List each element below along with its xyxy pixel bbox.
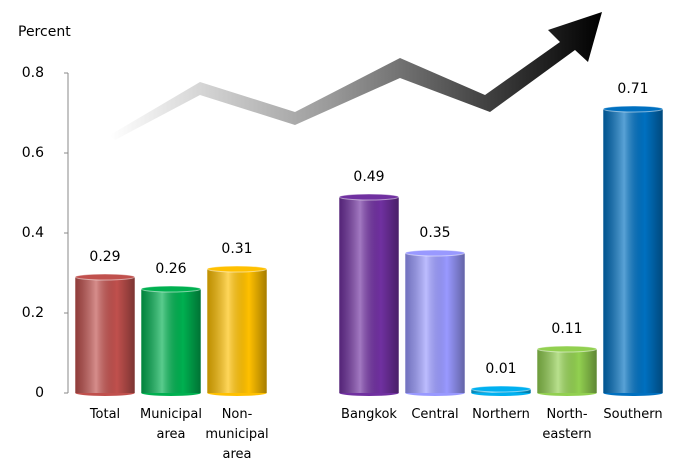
y-tick-label: 0.4: [22, 225, 44, 241]
value-label: 0.35: [419, 225, 450, 241]
y-tick-label: 0.2: [22, 305, 44, 321]
bar-top: [536, 345, 598, 353]
value-label: 0.71: [617, 81, 648, 97]
bar-top: [470, 385, 532, 393]
x-tick-label: Municipal area: [140, 407, 202, 442]
x-tick-label: North- eastern: [542, 407, 592, 442]
x-tick-label: Bangkok: [341, 407, 397, 422]
y-tick-label: 0.8: [22, 65, 44, 81]
value-label: 0.11: [551, 321, 582, 337]
bar-shade: [141, 289, 201, 393]
bar-top: [602, 105, 664, 113]
value-label: 0.29: [89, 249, 120, 265]
bar-top: [140, 285, 202, 293]
value-label: 0.49: [353, 169, 384, 185]
bar-shade: [207, 269, 267, 393]
x-tick-label: Southern: [603, 407, 663, 422]
bar-shade: [405, 253, 465, 393]
y-tick-label: 0.6: [22, 145, 44, 161]
x-tick-label: Total: [89, 407, 121, 422]
value-label: 0.31: [221, 241, 252, 257]
bar-shade: [75, 277, 135, 393]
y-tick-label: 0: [35, 385, 44, 401]
bar-top: [74, 273, 136, 281]
trend-arrow: [110, 12, 602, 140]
bar-shade: [603, 109, 663, 393]
bar-top: [338, 193, 400, 201]
value-label: 0.26: [155, 261, 186, 277]
x-tick-label: Non- municipal area: [205, 407, 269, 462]
bar-shade: [339, 197, 399, 393]
bar-top: [404, 249, 466, 257]
value-label: 0.01: [485, 361, 516, 377]
bar-top: [206, 265, 268, 273]
x-tick-label: Northern: [472, 407, 530, 422]
bar-shade: [537, 349, 597, 393]
y-axis-label: Percent: [18, 24, 71, 40]
x-tick-label: Central: [411, 407, 459, 422]
